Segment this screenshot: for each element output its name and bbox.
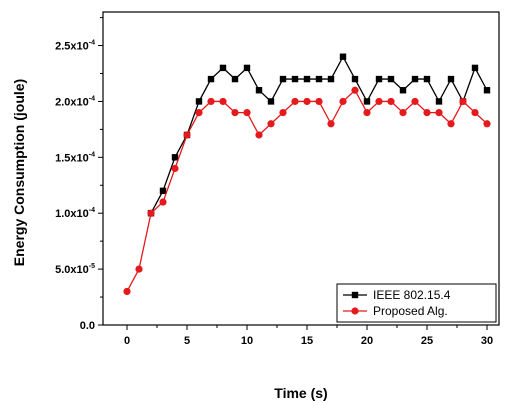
legend: IEEE 802.15.4 Proposed Alg. [336, 283, 497, 323]
data-point [399, 109, 407, 117]
data-point [159, 198, 167, 206]
x-tick-label: 5 [184, 335, 190, 347]
data-point [339, 53, 347, 60]
data-point [195, 98, 203, 105]
x-tick-label: 30 [481, 335, 493, 347]
data-point [255, 87, 263, 94]
data-point [219, 64, 227, 72]
x-tick-label: 10 [241, 335, 253, 347]
legend-box [336, 283, 497, 323]
data-point [399, 87, 407, 94]
legend-entry: IEEE 802.15.4 [343, 288, 451, 302]
y-tick-label: 2.0x10-4 [55, 95, 95, 108]
data-point [231, 75, 239, 83]
y-tick-label: 5.0x10-5 [55, 263, 95, 276]
data-point [447, 75, 455, 83]
tick-labels: 0 5 10 15 20 25 30 0.0 5.0x10-5 1.0x10-4 1.5x10-4 2… [55, 40, 493, 347]
data-point [351, 75, 359, 83]
data-point [303, 97, 311, 106]
data-point [363, 98, 371, 105]
data-point [423, 75, 431, 83]
data-point [447, 120, 455, 128]
x-tick-label: 25 [421, 335, 433, 347]
data-point [279, 75, 287, 83]
y-axis-label: Energy Consumption (joule) [11, 79, 27, 266]
data-point [147, 209, 155, 217]
data-point [423, 109, 431, 117]
data-point [159, 187, 167, 195]
y-tick-label: 1.5x10-4 [55, 151, 95, 164]
data-point [363, 109, 371, 117]
data-point [375, 75, 383, 83]
data-point [435, 98, 443, 105]
y-tick-label: 0.0 [80, 320, 95, 332]
data-point [231, 109, 239, 117]
data-point [195, 109, 203, 117]
data-point [171, 164, 179, 173]
legend-label: IEEE 802.15.4 [373, 288, 451, 302]
legend-label: Proposed Alg. [373, 304, 448, 318]
series-proposed-alg [123, 86, 491, 296]
data-point [315, 75, 323, 83]
data-point [471, 109, 479, 117]
data-point [339, 97, 347, 106]
data-point [243, 64, 251, 72]
series-line [126, 89, 488, 292]
data-point [459, 97, 467, 106]
data-point [315, 97, 323, 106]
data-point [291, 75, 299, 83]
data-point [123, 287, 131, 296]
data-point [279, 109, 287, 117]
data-point [387, 97, 395, 106]
legend-entry: Proposed Alg. [343, 304, 448, 318]
data-point [411, 75, 419, 83]
data-point [183, 131, 191, 139]
data-point [207, 97, 215, 106]
x-tick-label: 0 [124, 335, 130, 347]
plot-frame [102, 11, 500, 326]
data-point [351, 86, 359, 94]
y-tick-label: 1.0x10-4 [55, 207, 95, 220]
y-tick-label: 2.5x10-4 [55, 40, 95, 53]
legend-marker [351, 291, 359, 299]
data-point [135, 265, 143, 273]
data-point [471, 64, 479, 72]
data-point [171, 154, 179, 161]
data-point [483, 120, 491, 128]
data-point [483, 87, 491, 94]
series-ieee-802-15-4 [147, 53, 491, 217]
data-point [327, 75, 335, 83]
data-point [207, 75, 215, 83]
data-point [327, 120, 335, 128]
data-point [291, 97, 299, 106]
data-point [375, 97, 383, 106]
series-layer [123, 53, 491, 296]
data-point [435, 109, 443, 117]
x-axis-label: Time (s) [274, 385, 327, 401]
data-point [255, 131, 263, 139]
axis-ticks [98, 17, 488, 330]
data-point [411, 97, 419, 106]
x-tick-label: 15 [301, 335, 313, 347]
data-point [387, 75, 395, 83]
data-point [243, 109, 251, 117]
data-point [267, 98, 275, 105]
legend-marker [351, 307, 359, 315]
data-point [303, 75, 311, 83]
x-tick-label: 20 [361, 335, 373, 347]
data-point [267, 120, 275, 128]
data-point [219, 97, 227, 106]
